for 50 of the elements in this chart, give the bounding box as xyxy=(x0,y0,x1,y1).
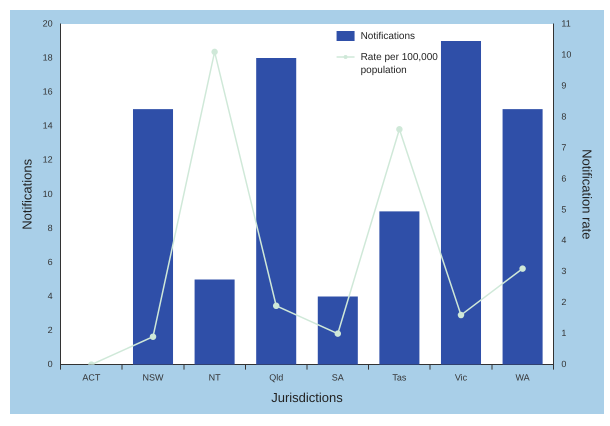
x-tick-label: Tas xyxy=(392,372,407,382)
y-tick-label: 16 xyxy=(42,86,53,97)
legend-label: Rate per 100,000 population xyxy=(360,52,438,76)
y-tick-label: 6 xyxy=(48,256,53,267)
point xyxy=(519,265,526,272)
point xyxy=(334,330,342,337)
y2-tick-label: 11 xyxy=(561,18,571,28)
point xyxy=(458,312,464,318)
x-tick-label: NSW xyxy=(142,372,164,382)
point xyxy=(396,126,403,133)
y2-tick-label: 8 xyxy=(561,111,566,122)
y2-tick-label: 4 xyxy=(561,235,566,246)
y2-tick-label: 0 xyxy=(561,359,566,370)
y2-tick-label: 5 xyxy=(561,204,566,214)
y2-tick-label: 7 xyxy=(561,142,566,152)
y2-tick-label: 1 xyxy=(561,328,566,338)
y-tick-label: 18 xyxy=(42,52,53,63)
y-axis-title: Notifications xyxy=(19,158,34,230)
x-axis-title: Jurisdictions xyxy=(271,390,344,405)
y2-tick-label: 2 xyxy=(561,297,566,308)
bar xyxy=(132,109,174,365)
x-tick-label: ACT xyxy=(82,372,101,382)
y2-tick-label: 10 xyxy=(561,49,572,60)
y-tick-label: 4 xyxy=(48,290,53,301)
x-tick-label: WA xyxy=(516,372,530,382)
y-tick-label: 8 xyxy=(48,222,53,233)
y-tick-label: 20 xyxy=(42,18,53,28)
bar xyxy=(256,58,296,365)
x-tick-label: NT xyxy=(208,372,222,382)
bar xyxy=(502,109,543,365)
x-tick-label: Qld xyxy=(269,372,284,382)
x-tick-label: Vic xyxy=(454,372,468,382)
y2-tick-label: 9 xyxy=(561,80,566,90)
y2-tick-label: 6 xyxy=(561,173,566,184)
y-tick-label: 12 xyxy=(42,154,53,165)
y-tick-label: 0 xyxy=(48,359,53,370)
bar xyxy=(379,211,420,365)
y-tick-label: 14 xyxy=(42,120,53,131)
legend-label: Notifications xyxy=(360,30,416,42)
y2-axis-title: Notification rate xyxy=(580,149,595,240)
y-tick-label: 10 xyxy=(42,188,53,199)
bar xyxy=(440,41,482,365)
point xyxy=(150,333,156,340)
y-tick-label: 2 xyxy=(48,325,53,336)
y2-tick-label: 3 xyxy=(561,266,566,276)
point xyxy=(272,302,280,310)
bar xyxy=(318,296,358,365)
x-tick-label: SA xyxy=(332,372,344,382)
point xyxy=(211,48,218,56)
bar xyxy=(194,279,235,365)
